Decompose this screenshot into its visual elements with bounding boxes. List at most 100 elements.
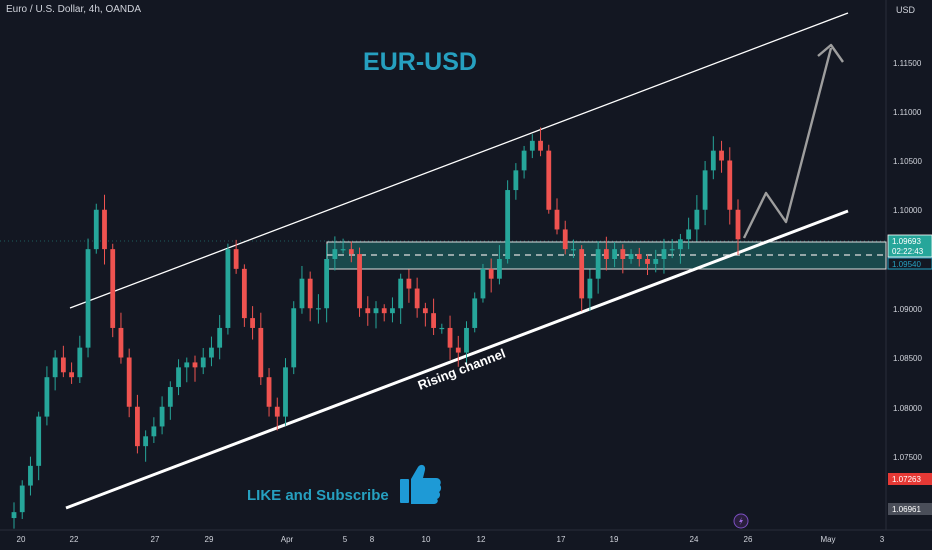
candle-body: [628, 254, 634, 259]
candle-body: [28, 465, 33, 486]
candle-body: [645, 259, 650, 264]
candle-body: [414, 288, 420, 309]
zone-price-badge: [887, 257, 932, 270]
candle-body: [184, 362, 190, 368]
lightning-icon[interactable]: [733, 513, 749, 529]
candle-body: [135, 406, 140, 447]
candle-body: [398, 278, 404, 309]
last-price-value: 1.06961: [892, 505, 921, 514]
candle-body: [562, 229, 568, 250]
candle-body: [612, 249, 617, 259]
time-tick: 12: [477, 535, 486, 544]
candle-body: [390, 308, 395, 314]
candle-body: [85, 249, 91, 348]
candle-body: [348, 249, 354, 255]
candle-body: [686, 229, 692, 240]
chart-title: EUR-USD: [363, 48, 477, 76]
candle-body: [735, 209, 741, 240]
time-tick: 22: [70, 535, 79, 544]
red-price-value: 1.07263: [892, 475, 921, 484]
price-tick: 1.07500: [893, 453, 922, 462]
candle-body: [579, 249, 585, 299]
projection-arrowhead: [817, 43, 844, 63]
candle-body: [217, 327, 223, 348]
time-tick: 17: [557, 535, 566, 544]
candle-body: [381, 308, 387, 314]
candle-body: [719, 150, 724, 161]
candle-body: [36, 416, 42, 466]
projection-path: [742, 47, 833, 239]
time-tick: 19: [610, 535, 619, 544]
candle-body: [192, 362, 198, 368]
bar-countdown: 02:22:43: [892, 247, 924, 256]
candle-body: [661, 249, 667, 259]
candle-body: [669, 249, 675, 251]
zone-price-value: 1.09540: [892, 260, 921, 269]
time-axis[interactable]: 20 22 27 29 Apr 5 8 10 12 17 19 24 26 Ma…: [17, 535, 885, 544]
candle-body: [727, 160, 733, 210]
time-tick: 5: [343, 535, 348, 544]
last-price-badge: [888, 503, 932, 515]
candle-body: [595, 249, 601, 279]
candle-body: [118, 327, 124, 358]
candle-body: [266, 377, 272, 407]
candle-body: [167, 387, 173, 407]
candle-body: [653, 259, 659, 264]
candle-body: [176, 367, 181, 388]
time-tick: May: [820, 535, 835, 544]
current-price-value: 1.09693: [892, 237, 921, 246]
price-tick: 1.09000: [893, 305, 922, 314]
candle-body: [316, 308, 321, 310]
candle-body: [497, 259, 502, 279]
candle-body: [340, 249, 346, 251]
candle-body: [620, 249, 626, 259]
price-tick: 1.08000: [893, 404, 922, 413]
candle-body: [365, 308, 371, 314]
candle-body: [587, 278, 593, 299]
candle-body: [102, 209, 107, 250]
candle-body: [373, 308, 379, 314]
candle-body: [464, 327, 469, 353]
candle-body: [77, 347, 83, 378]
candle-body: [258, 327, 264, 378]
candle-body: [209, 347, 214, 358]
candle-body: [694, 209, 700, 230]
candle-body: [60, 357, 66, 373]
candle-body: [200, 357, 206, 368]
candle-body: [110, 249, 116, 328]
candle-body: [274, 406, 280, 417]
candle-body: [52, 357, 58, 378]
cta-text: LIKE and Subscribe: [247, 487, 389, 504]
candle-body: [521, 150, 527, 171]
time-tick: 8: [370, 535, 375, 544]
candle-body: [710, 150, 716, 171]
candle-body: [11, 512, 17, 519]
price-axis[interactable]: 1.11500 1.11000 1.10500 1.10000 1.09000 …: [893, 59, 922, 462]
candle-body: [678, 239, 683, 250]
price-tick: 1.08500: [893, 354, 922, 363]
candle-body: [422, 308, 428, 314]
price-tick: 1.11000: [893, 108, 922, 117]
candle-body: [159, 406, 165, 427]
candle-body: [241, 268, 247, 319]
red-price-badge: [888, 473, 932, 485]
time-tick: 26: [744, 535, 753, 544]
candle-body: [455, 347, 461, 353]
channel-upper-line[interactable]: [69, 12, 849, 309]
candle-body: [357, 254, 362, 309]
candle-body: [151, 426, 157, 437]
candle-body: [250, 318, 255, 328]
candle-body: [126, 357, 132, 407]
candle-body: [44, 377, 50, 417]
candle-series: [11, 127, 741, 529]
thumbs-up-icon: [400, 464, 442, 504]
candle-body: [538, 140, 543, 151]
time-tick: 29: [205, 535, 214, 544]
candle-body: [702, 170, 708, 210]
time-tick: 24: [690, 535, 699, 544]
candle-body: [307, 278, 313, 309]
time-tick: 3: [880, 535, 885, 544]
channel-lower-line[interactable]: [65, 209, 849, 510]
candle-body: [19, 485, 25, 513]
